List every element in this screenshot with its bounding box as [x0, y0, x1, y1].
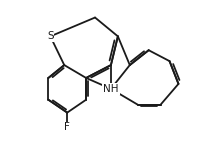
Text: S: S	[47, 31, 53, 41]
Text: F: F	[64, 122, 70, 132]
Text: NH: NH	[103, 84, 118, 94]
